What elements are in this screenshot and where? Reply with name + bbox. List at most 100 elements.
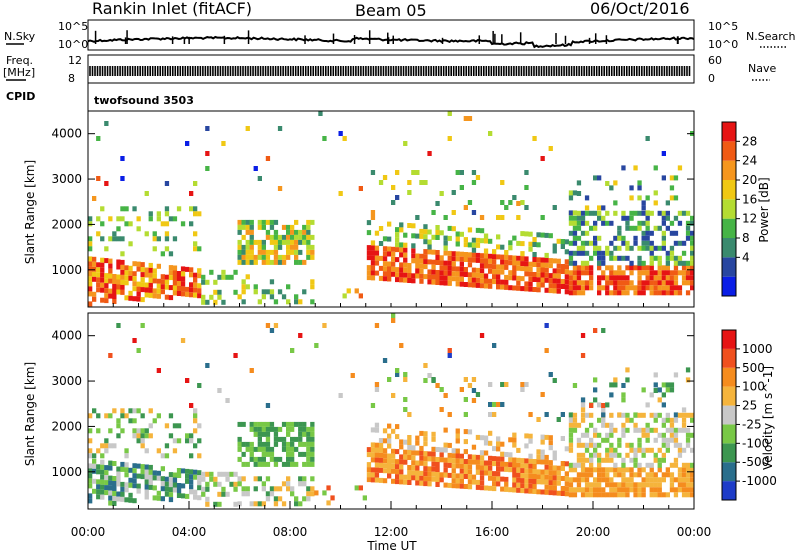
heatmap-cell [237,446,242,452]
heatmap-cell [584,285,590,291]
heatmap-cell [673,457,679,463]
heatmap-cell [197,453,202,459]
heatmap-cell [690,447,695,453]
heatmap-cell [459,251,464,257]
heatmap-cell [104,278,109,284]
heatmap-cell [560,476,565,481]
heatmap-cell [152,246,157,252]
heatmap-cell [504,264,509,270]
heatmap-cell [500,259,505,265]
heatmap-cell [302,441,307,447]
heatmap-cell [423,456,428,462]
heatmap-cell [455,463,460,469]
heatmap-cell [201,274,206,280]
heatmap-cell [463,252,468,257]
heatmap-cell [395,424,400,430]
heatmap-cell [241,224,246,230]
heatmap-cell [403,449,408,455]
heatmap-cell [621,492,626,498]
heatmap-cell [201,486,206,492]
heatmap-cell [637,180,642,186]
heatmap-cell [625,482,630,488]
heatmap-cell [479,278,485,284]
heatmap-cell [540,267,545,273]
heatmap-cell [148,469,153,475]
heatmap-cell [148,287,153,293]
heatmap-cell [597,255,602,261]
heatmap-cell [302,451,307,457]
heatmap-cell [471,454,477,460]
heatmap-cell [261,249,266,255]
heatmap-cell [629,185,634,191]
heatmap-cell [447,472,452,478]
heatmap-cell [407,445,412,450]
heatmap-cell [496,215,501,220]
heatmap-cell [136,488,141,494]
heatmap-cell [467,454,473,460]
heatmap-cell [629,442,634,448]
heatmap-cell [88,428,93,434]
heatmap-cell [455,281,460,287]
heatmap-cell [657,245,662,251]
heatmap-cell [459,483,464,489]
heatmap-cell [641,467,646,473]
heatmap-cell [524,463,529,469]
heatmap-cell [370,250,376,256]
colorbar-swatch [722,348,736,368]
heatmap-cell [629,225,634,231]
heatmap-cell [641,265,646,271]
heatmap-cell [471,252,477,258]
heatmap-cell [508,467,513,473]
heatmap-cell [387,261,392,267]
heatmap-cell [496,476,501,482]
heatmap-cell [419,430,424,436]
heatmap-cell [576,442,582,448]
heatmap-cell [108,460,113,466]
heatmap-cell [508,255,513,261]
heatmap-cell [665,382,670,388]
heatmap-cell [532,484,537,489]
heatmap-cell [665,412,670,418]
heatmap-cell [669,175,675,181]
heatmap-cell [593,397,598,403]
heatmap-cell [540,479,545,485]
heatmap-cell [92,261,97,267]
heatmap-cell [431,431,436,437]
heatmap-cell [96,176,101,181]
heatmap-cell [403,397,408,402]
heatmap-cell [455,170,460,175]
heatmap-cell [100,474,105,480]
heatmap-cell [617,270,622,276]
heatmap-cell [690,417,695,423]
heatmap-cell [132,408,137,414]
heatmap-cell [273,234,279,240]
heatmap-cell [613,285,618,291]
heatmap-cell [427,476,432,482]
heatmap-cell [443,472,448,478]
heatmap-cell [455,251,460,257]
heatmap-cell [290,456,295,462]
heatmap-cell [241,259,246,265]
heatmap-cell [423,476,428,482]
heatmap-cell [302,496,307,502]
heatmap-cell [245,224,250,230]
heatmap-cell [277,289,283,295]
heatmap-cell [649,392,654,398]
heatmap-cell [589,422,594,428]
heatmap-cell [286,441,291,447]
heatmap-cell [443,215,448,220]
heatmap-cell [471,444,477,450]
heatmap-cell [584,432,590,438]
heatmap-cell [584,472,590,478]
heatmap-cell [399,262,404,268]
heatmap-cell [294,421,299,427]
heatmap-cell [451,271,456,277]
heatmap-cell [597,260,602,266]
heatmap-cell [661,230,666,236]
heatmap-cell [197,495,202,501]
heatmap-cell [621,412,626,418]
heatmap-cell [572,427,578,433]
heatmap-cell [100,297,105,303]
heatmap-cell [172,472,178,478]
heatmap-cell [463,205,468,210]
